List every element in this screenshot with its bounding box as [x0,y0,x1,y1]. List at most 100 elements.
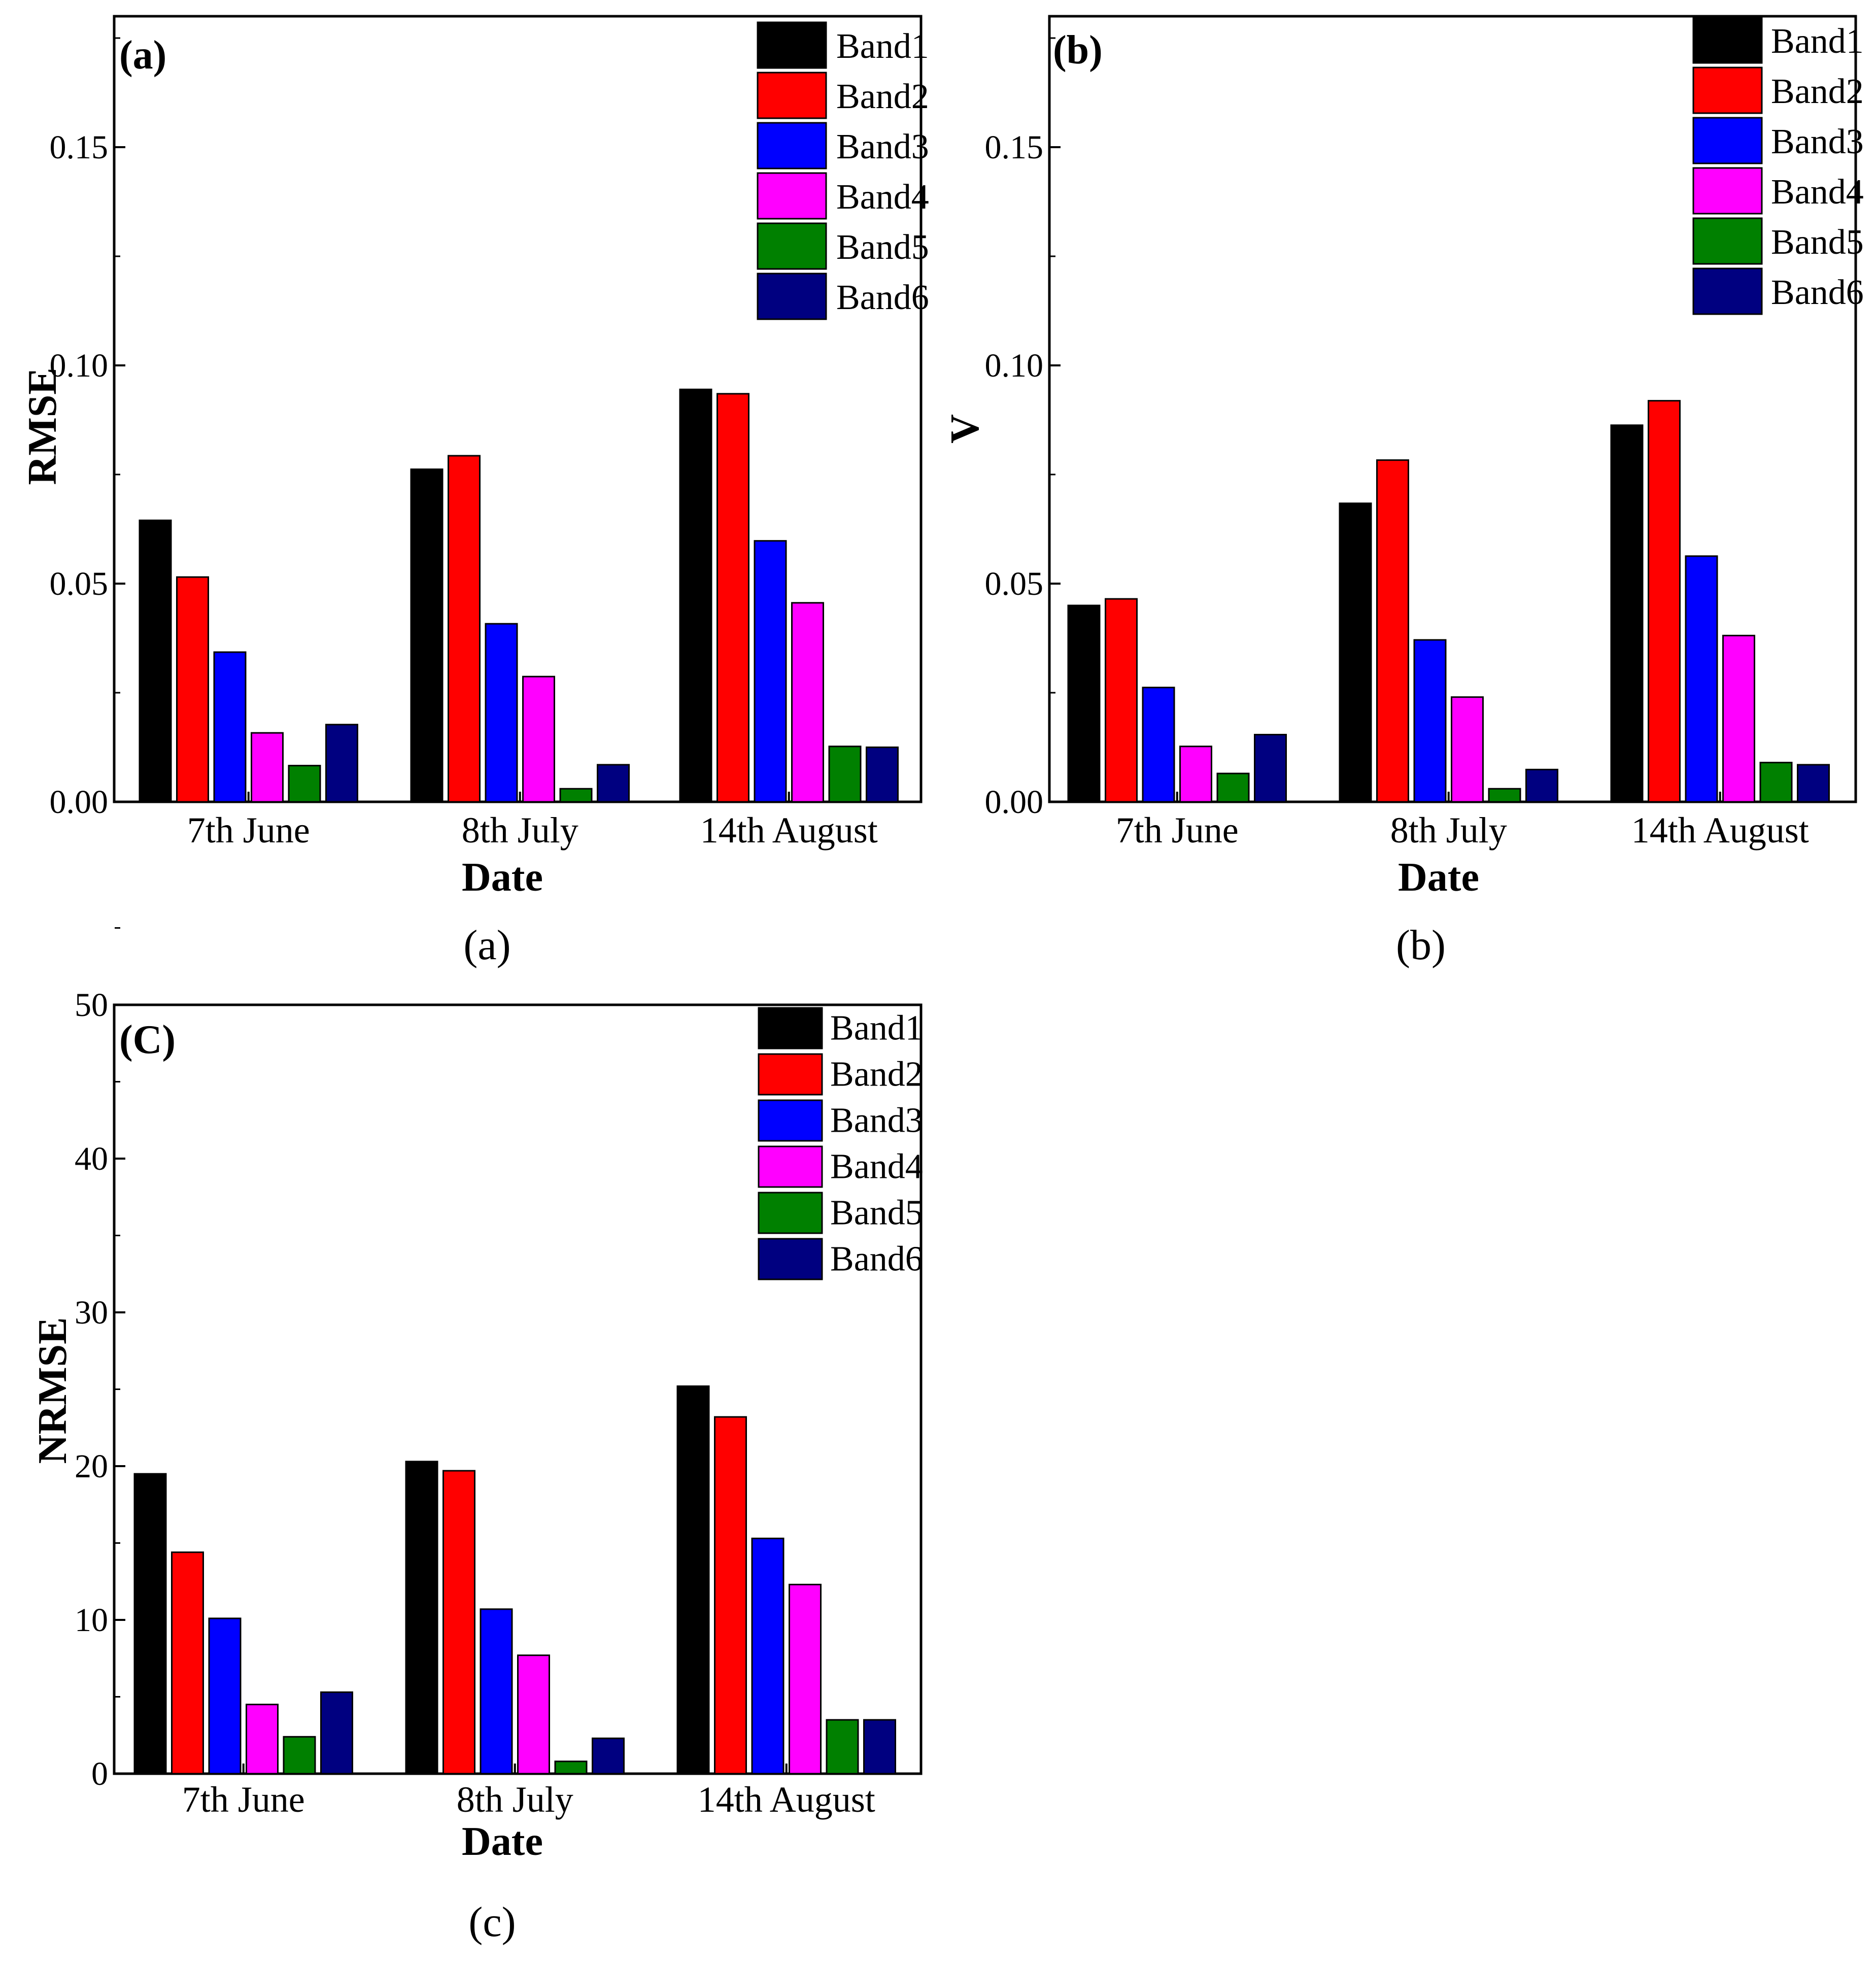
chart-panel-2: 0 10 20 30 40 50 7th June 8th July 14th August Da… [30,927,923,1946]
legend-label-band3: Band3 [830,1101,923,1140]
bar-band1-1 [1339,502,1372,803]
bar-band3-1 [1413,639,1447,803]
bar-band5-2 [828,746,862,803]
bar-band4-0 [251,732,284,803]
legend-swatch-band5 [1692,217,1763,265]
legend-swatch-band6 [757,273,827,320]
y-axis-title: V [943,414,987,444]
y-tick-label: 20 [75,1448,108,1485]
legend-label-band2: Band2 [1771,72,1864,111]
legend-swatch-band3 [757,122,827,170]
panel-caption: (b) [1396,922,1446,969]
bar-band4-1 [522,675,555,803]
bar-band5-0 [288,765,321,803]
legend-label-band6: Band6 [830,1239,923,1278]
bar-band2-2 [1648,400,1681,803]
legend-swatch-band2 [757,72,827,119]
legend-label-band6: Band6 [1771,273,1864,312]
legend-swatch-band1 [758,1007,823,1049]
y-tick-label: 0.00 [985,784,1044,821]
bar-band3-2 [751,1537,784,1775]
bar-band1-0 [1067,604,1101,803]
x-axis-title: Date [462,855,543,900]
bar-band5-2 [826,1719,859,1775]
bar-band2-0 [1105,598,1138,803]
bar-band6-2 [866,747,899,803]
y-tick-label: 0.10 [985,347,1044,384]
bar-band6-0 [325,724,358,803]
bar-band4-2 [1722,634,1755,803]
panel-caption: (a) [463,922,510,969]
bar-band1-1 [405,1461,438,1775]
y-tick-label: 30 [75,1294,108,1331]
bar-band1-0 [133,1473,167,1775]
bar-band6-2 [863,1719,896,1775]
bar-band5-1 [554,1760,588,1775]
y-tick-label: 40 [75,1140,108,1177]
bar-band4-1 [517,1654,550,1775]
legend-swatch-band2 [758,1053,823,1096]
legend-label-band4: Band4 [830,1147,923,1186]
legend-swatch-band5 [758,1192,823,1234]
x-category-label: 8th July [457,1779,573,1820]
bar-band6-1 [597,764,630,803]
legend-swatch-band3 [1692,117,1763,164]
legend-label-band2: Band2 [830,1055,923,1094]
legend-label-band1: Band1 [830,1008,923,1047]
legend-swatch-band2 [1692,66,1763,114]
bar-band3-1 [480,1608,513,1775]
bar-band1-2 [1610,424,1644,803]
bar-band4-0 [246,1704,279,1775]
legend-swatch-band6 [758,1238,823,1280]
bar-band5-1 [559,788,593,803]
legend-label-band6: Band6 [836,278,929,317]
legend-label-band3: Band3 [836,127,929,166]
legend-swatch-band1 [1692,16,1763,64]
bar-band4-1 [1451,696,1484,803]
legend-label-band5: Band5 [836,228,929,267]
x-category-label: 7th June [1116,810,1239,851]
legend: Band1 Band2 Band3 Band4 Band5 Band6 [758,1007,923,1280]
bar-band1-2 [676,1385,710,1775]
bar-band3-0 [208,1617,242,1775]
y-axis-title: NRMSE [30,1317,75,1464]
panel-tag: (a) [119,33,166,78]
legend-label-band1: Band1 [1771,22,1864,61]
legend-swatch-band6 [1692,267,1763,315]
bar-band4-2 [791,602,824,803]
x-axis-title: Date [1398,855,1479,900]
bar-band2-0 [176,576,209,803]
x-category-label: 14th August [698,1779,875,1820]
x-category-label: 8th July [462,810,578,851]
legend-swatch-band4 [758,1145,823,1188]
bar-band3-2 [1685,555,1718,803]
chart-panel-1: 0.00 0.05 0.10 0.15 7th June 8th July 14th Aug… [943,15,1864,969]
bar-band6-2 [1797,764,1830,803]
y-tick-label: 50 [75,987,108,1024]
legend-label-band5: Band5 [1771,223,1864,262]
y-tick-label: 10 [75,1602,108,1639]
panel-caption: (c) [468,1899,516,1946]
bar-band1-1 [410,468,444,803]
bar-band1-2 [679,388,712,803]
y-tick-label: 0.10 [50,347,109,384]
bar-band2-1 [448,455,481,803]
bar-band5-1 [1488,788,1521,803]
y-tick-label: 0.05 [985,565,1044,602]
bar-band2-2 [714,1416,747,1775]
legend-label-band5: Band5 [830,1193,923,1232]
bar-band6-0 [320,1691,353,1775]
y-axis-title: RMSE [20,367,65,485]
legend-swatch-band3 [758,1099,823,1142]
legend-swatch-band4 [1692,167,1763,215]
bar-band4-0 [1179,746,1212,803]
bar-band2-1 [1376,459,1409,803]
bar-band4-2 [789,1583,822,1775]
bar-band2-0 [171,1551,204,1775]
bar-band6-0 [1254,734,1287,803]
bar-band5-0 [1216,772,1250,803]
legend-label-band4: Band4 [836,178,929,217]
x-category-label: 7th June [187,810,310,851]
bar-band5-0 [283,1736,316,1775]
